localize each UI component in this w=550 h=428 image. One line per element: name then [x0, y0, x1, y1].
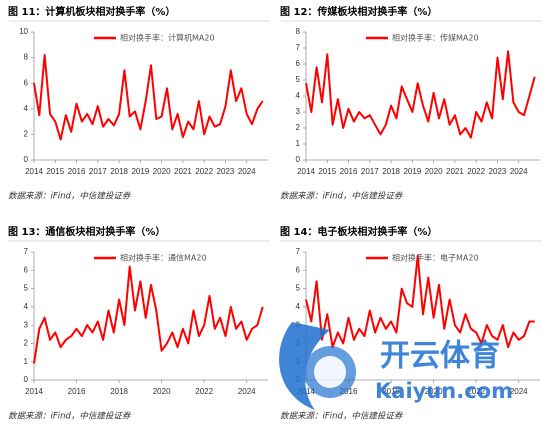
- figure-caption: 图 11：计算机板块相对换手率（%）: [8, 5, 175, 18]
- y-tick-label: 7: [296, 43, 301, 52]
- source-note: 数据来源：iFind，中信建投证券: [8, 411, 132, 422]
- x-tick-label: 2016: [340, 167, 358, 176]
- x-tick-label: 2024: [510, 167, 528, 176]
- x-tick-label: 2018: [382, 387, 400, 396]
- y-tick-label: 0: [24, 155, 29, 164]
- y-tick-label: 6: [24, 265, 29, 274]
- x-tick-label: 2024: [238, 387, 256, 396]
- x-tick-label: 2017: [89, 167, 107, 176]
- y-tick-label: 2: [24, 130, 29, 139]
- logo-ball-inner: [314, 356, 346, 388]
- x-tick-label: 2014: [25, 167, 43, 176]
- x-tick-label: 2017: [361, 167, 379, 176]
- x-tick-label: 2016: [68, 387, 86, 396]
- x-tick-label: 2020: [153, 387, 171, 396]
- x-tick-label: 2015: [318, 167, 336, 176]
- x-tick-label: 2020: [153, 167, 171, 176]
- x-tick-label: 2021: [446, 167, 464, 176]
- figure-caption: 图 12：传媒板块相对换手率（%）: [280, 5, 437, 18]
- y-tick-label: 1: [296, 139, 301, 148]
- y-tick-label: 10: [19, 27, 28, 36]
- series-line: [33, 54, 264, 141]
- x-tick-label: 2018: [382, 167, 400, 176]
- x-tick-label: 2016: [68, 167, 86, 176]
- y-tick-label: 5: [24, 284, 29, 293]
- x-tick-label: 2020: [425, 387, 443, 396]
- y-tick-label: 3: [24, 320, 29, 329]
- x-tick-label: 2022: [467, 167, 485, 176]
- x-tick-label: 2020: [425, 167, 443, 176]
- y-tick-label: 1: [24, 357, 29, 366]
- source-note: 数据来源：iFind，中信建投证券: [280, 411, 404, 422]
- y-tick-label: 6: [296, 59, 301, 68]
- y-tick-label: 2: [296, 123, 301, 132]
- y-tick-label: 5: [296, 284, 301, 293]
- y-tick-label: 5: [296, 75, 301, 84]
- series-line: [305, 254, 535, 349]
- figure-caption: 图 13：通信板块相对换手率（%）: [8, 225, 165, 238]
- figure-caption: 图 14：电子板块相对换手率（%）: [280, 225, 437, 238]
- x-tick-label: 2024: [238, 167, 256, 176]
- y-tick-label: 4: [24, 104, 29, 113]
- x-tick-label: 2022: [195, 387, 213, 396]
- x-tick-label: 2022: [467, 387, 485, 396]
- y-tick-label: 6: [24, 78, 29, 87]
- x-tick-label: 2014: [25, 387, 43, 396]
- x-tick-label: 2018: [110, 387, 128, 396]
- y-tick-label: 7: [24, 247, 29, 256]
- y-tick-label: 7: [296, 247, 301, 256]
- source-note: 数据来源：iFind，中信建投证券: [280, 191, 404, 202]
- series-line: [305, 50, 536, 139]
- y-tick-label: 2: [24, 339, 29, 348]
- legend-label: 相对换手率：传媒MA20: [392, 33, 479, 43]
- y-tick-label: 4: [296, 91, 301, 100]
- watermark-brand: 开云体育: [380, 339, 500, 374]
- logo-shape: [279, 322, 330, 410]
- x-tick-label: 2019: [403, 167, 421, 176]
- x-tick-label: 2024: [510, 387, 528, 396]
- x-tick-label: 2021: [174, 167, 192, 176]
- x-tick-label: 2015: [46, 167, 64, 176]
- y-tick-label: 4: [24, 302, 29, 311]
- watermark: 开云体育 Kaiyun.com: [279, 322, 513, 410]
- x-tick-label: 2014: [297, 167, 315, 176]
- watermark-site: Kaiyun.com: [375, 379, 513, 403]
- x-tick-label: 2019: [131, 167, 149, 176]
- y-tick-label: 3: [296, 107, 301, 116]
- x-tick-label: 2016: [340, 387, 358, 396]
- legend-label: 相对换手率：电子MA20: [392, 253, 479, 263]
- legend-label: 相对换手率：计算机MA20: [120, 33, 215, 43]
- y-tick-label: 8: [296, 27, 301, 36]
- y-tick-label: 4: [296, 302, 301, 311]
- legend-label: 相对换手率：通信MA20: [120, 253, 207, 263]
- x-tick-label: 2022: [195, 167, 213, 176]
- y-tick-label: 0: [296, 155, 301, 164]
- series-line: [33, 265, 264, 364]
- x-tick-label: 2023: [489, 167, 507, 176]
- y-tick-label: 6: [296, 265, 301, 274]
- x-tick-label: 2018: [110, 167, 128, 176]
- source-note: 数据来源：iFind，中信建投证券: [8, 191, 132, 202]
- y-tick-label: 0: [24, 375, 29, 384]
- y-tick-label: 8: [24, 53, 29, 62]
- x-tick-label: 2023: [217, 167, 235, 176]
